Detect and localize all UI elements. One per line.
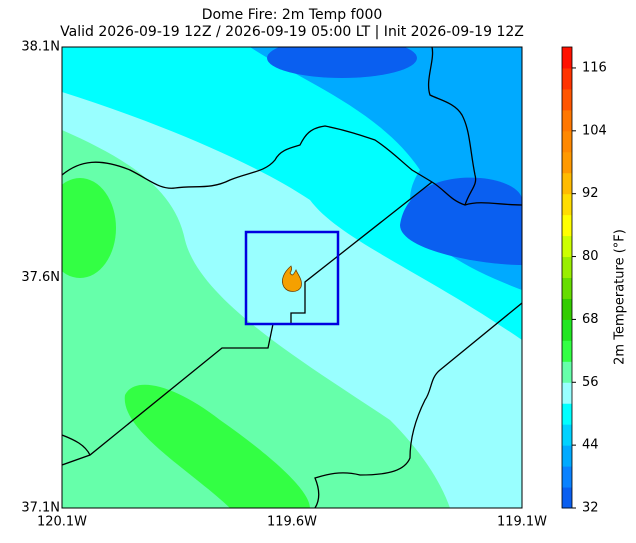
x-label: 120.1W — [37, 515, 87, 530]
colorbar-band — [562, 424, 572, 446]
colorbar-tick-label: 32 — [582, 501, 599, 516]
fire-icon — [282, 265, 302, 292]
colorbar-band — [562, 214, 572, 237]
colorbar-band — [562, 487, 572, 509]
colorbar-tick-label: 116 — [582, 60, 607, 75]
colorbar-band — [562, 67, 572, 90]
y-label: 37.6N — [21, 270, 60, 285]
fire-box — [244, 230, 340, 326]
colorbar-band — [562, 382, 572, 404]
colorbar-frame — [561, 46, 573, 509]
colorbar-label: 2m Temperature (°F) — [613, 229, 628, 365]
colorbar-tick-label: 104 — [582, 123, 607, 138]
colorbar-band — [562, 466, 572, 488]
colorbar-tick-label: 44 — [582, 438, 599, 453]
colorbar-band — [562, 277, 572, 299]
colorbar-tick-label: 56 — [582, 375, 599, 390]
colorbar-band — [562, 88, 572, 111]
colorbar-band — [562, 109, 572, 132]
y-label: 37.1N — [21, 501, 60, 516]
colorbar-band — [562, 340, 572, 362]
colorbar-band — [562, 298, 572, 320]
colorbar-band — [562, 403, 572, 425]
colorbar-band — [562, 319, 572, 341]
y-label: 38.1N — [21, 40, 60, 55]
temperature-field — [62, 47, 522, 508]
colorbar-band — [562, 256, 572, 278]
colorbar-band — [562, 130, 572, 153]
colorbar-tick-label: 92 — [582, 186, 599, 201]
colorbar-band — [562, 445, 572, 467]
x-label: 119.1W — [497, 515, 547, 530]
colorbar-tick-label: 68 — [582, 312, 599, 327]
colorbar-band — [562, 193, 572, 216]
colorbar-tick-label: 80 — [582, 249, 599, 264]
colorbar-band — [562, 151, 572, 174]
title: Dome Fire: 2m Temp f000 — [202, 7, 383, 23]
colorbar-band — [562, 172, 572, 195]
colorbar-band — [562, 235, 572, 258]
colorbar-band — [562, 47, 572, 69]
plot-frame — [61, 46, 523, 509]
subtitle: Valid 2026-09-19 12Z / 2026-09-19 05:00 … — [60, 24, 524, 40]
colorbar-band — [562, 361, 572, 383]
x-label: 119.6W — [267, 515, 317, 530]
